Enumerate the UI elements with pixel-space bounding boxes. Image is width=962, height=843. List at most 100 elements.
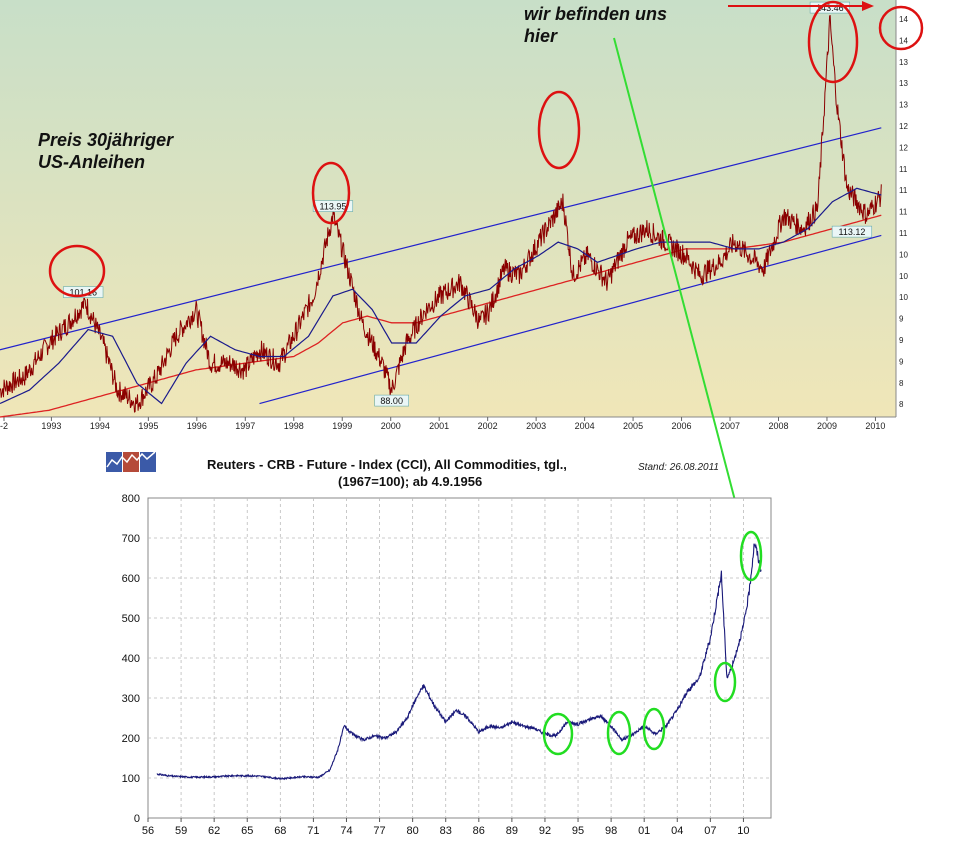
highlight-circle-top-right bbox=[878, 5, 924, 51]
crb-x-tick-label: 68 bbox=[274, 825, 286, 837]
bond-chart-title: Preis 30jähriger bbox=[38, 130, 174, 150]
crb-x-tick-label: 62 bbox=[208, 825, 220, 837]
bond-right-axis-label: 12 bbox=[899, 143, 908, 152]
crb-y-tick-label: 500 bbox=[122, 613, 140, 625]
bond-callout-label: 88.00 bbox=[380, 396, 403, 406]
crb-x-tick-label: 01 bbox=[638, 825, 650, 837]
here-annotation-line2: hier bbox=[524, 26, 558, 46]
bond-x-tick-label: 1997 bbox=[235, 421, 255, 431]
crb-y-tick-label: 300 bbox=[122, 693, 140, 705]
bond-right-axis-label: 11 bbox=[899, 208, 908, 217]
crb-x-tick-label: 92 bbox=[539, 825, 551, 837]
crb-x-tick-label: 71 bbox=[307, 825, 319, 837]
bond-x-tick-label: 2009 bbox=[817, 421, 837, 431]
bond-x-tick-label: 2005 bbox=[623, 421, 643, 431]
bond-moving-average-short bbox=[0, 187, 882, 405]
crb-x-tick-label: 65 bbox=[241, 825, 253, 837]
crb-x-tick-label: 74 bbox=[340, 825, 352, 837]
bond-x-tick-label: 2003 bbox=[526, 421, 546, 431]
bond-x-tick-label: 2008 bbox=[768, 421, 788, 431]
red-arrow-head bbox=[862, 1, 874, 11]
crb-x-tick-label: 04 bbox=[671, 825, 683, 837]
green-circle-2002 bbox=[642, 707, 666, 751]
bond-x-tick-label: 1999 bbox=[332, 421, 352, 431]
bond-x-tick-label: 1998 bbox=[284, 421, 304, 431]
bond-callout-label: 113.12 bbox=[839, 227, 866, 237]
bond-x-tick-label: 1996 bbox=[187, 421, 207, 431]
bond-channel-upper bbox=[0, 127, 882, 351]
crb-x-tick-label: 80 bbox=[407, 825, 419, 837]
bond-x-tick-label: 2004 bbox=[575, 421, 595, 431]
bond-right-axis-label: 9 bbox=[899, 357, 904, 366]
bond-right-axis-label: 13 bbox=[899, 58, 908, 67]
bond-right-axis-label: 12 bbox=[899, 122, 908, 131]
crb-y-tick-label: 700 bbox=[122, 533, 140, 545]
crb-x-tick-label: 83 bbox=[440, 825, 452, 837]
crb-y-tick-label: 800 bbox=[122, 493, 140, 505]
bond-right-axis-label: 11 bbox=[899, 229, 908, 238]
bond-x-tick-label: 1993 bbox=[41, 421, 61, 431]
bond-x-tick-label: 2010 bbox=[865, 421, 885, 431]
crb-y-tick-label: 600 bbox=[122, 573, 140, 585]
here-annotation-line1: wir befinden uns bbox=[524, 4, 667, 24]
bond-x-tick-label: 2007 bbox=[720, 421, 740, 431]
crb-index-line bbox=[156, 543, 762, 781]
bond-right-axis-label: 10 bbox=[899, 293, 908, 302]
bond-channel-lower bbox=[259, 234, 882, 405]
bond-x-tick-label: 2006 bbox=[672, 421, 692, 431]
crb-logo bbox=[106, 451, 156, 472]
highlight-circle-1994 bbox=[48, 244, 106, 298]
bond-chart-right-axis bbox=[896, 0, 912, 417]
bond-x-tick-label: 1994 bbox=[90, 421, 110, 431]
bond-x-tick-label: 2002 bbox=[478, 421, 498, 431]
highlight-circle-2003 bbox=[537, 90, 581, 170]
bond-right-axis-label: 10 bbox=[899, 272, 908, 281]
bond-right-axis-label: 9 bbox=[899, 315, 904, 324]
crb-chart-stamp: Stand: 26.08.2011 bbox=[638, 462, 719, 473]
green-circle-2011 bbox=[739, 530, 763, 582]
crb-x-tick-label: 98 bbox=[605, 825, 617, 837]
crb-y-tick-label: 200 bbox=[122, 733, 140, 745]
bond-callout-label: 113.95 bbox=[320, 202, 347, 212]
bond-right-axis-label: 9 bbox=[899, 336, 904, 345]
bond-callout-label: 101.16 bbox=[69, 288, 97, 298]
highlight-circle-2008 bbox=[807, 0, 859, 84]
bond-right-axis-label: 13 bbox=[899, 101, 908, 110]
bond-right-axis-label: 8 bbox=[899, 379, 904, 388]
crb-x-tick-label: 89 bbox=[506, 825, 518, 837]
crb-x-tick-label: 07 bbox=[704, 825, 716, 837]
crb-y-tick-label: 400 bbox=[122, 653, 140, 665]
crb-chart-title: Reuters - CRB - Future - Index (CCI), Al… bbox=[207, 457, 567, 472]
bond-right-axis-label: 11 bbox=[899, 186, 908, 195]
crb-x-tick-label: 86 bbox=[473, 825, 485, 837]
bond-right-axis-label: 14 bbox=[899, 15, 908, 24]
crb-x-tick-label: 10 bbox=[737, 825, 749, 837]
bond-callout-box bbox=[831, 225, 873, 238]
crb-y-tick-label: 0 bbox=[134, 813, 140, 825]
bond-callout-box bbox=[312, 200, 354, 212]
bond-right-axis-label: 11 bbox=[899, 165, 908, 174]
bond-right-axis-label: 13 bbox=[899, 79, 908, 88]
bond-chart-subtitle: US-Anleihen bbox=[38, 152, 145, 172]
crb-y-tick-label: 100 bbox=[122, 773, 140, 785]
bond-x-tick-label: 1995 bbox=[138, 421, 158, 431]
crb-x-tick-label: 95 bbox=[572, 825, 584, 837]
crb-x-tick-label: 77 bbox=[373, 825, 385, 837]
bond-callout-box bbox=[374, 394, 409, 407]
green-arrow-line bbox=[613, 37, 739, 513]
bond-right-axis-label: 14 bbox=[899, 36, 908, 45]
bond-chart-background bbox=[0, 0, 896, 417]
bond-price-line bbox=[0, 15, 882, 413]
bond-right-axis-label: 8 bbox=[899, 400, 904, 409]
bond-x-tick-label: 2000 bbox=[381, 421, 401, 431]
bond-right-axis-label: 10 bbox=[899, 250, 908, 259]
green-circle-1993 bbox=[542, 712, 574, 756]
bond-x-tick-label: -2 bbox=[0, 421, 8, 431]
bond-x-tick-label: 2001 bbox=[429, 421, 449, 431]
green-circle-2009 bbox=[713, 661, 737, 703]
crb-chart-subtitle: (1967=100); ab 4.9.1956 bbox=[338, 474, 482, 489]
crb-x-tick-label: 56 bbox=[142, 825, 154, 837]
bond-callout-label: 143.46 bbox=[816, 3, 844, 13]
crb-x-tick-label: 59 bbox=[175, 825, 187, 837]
